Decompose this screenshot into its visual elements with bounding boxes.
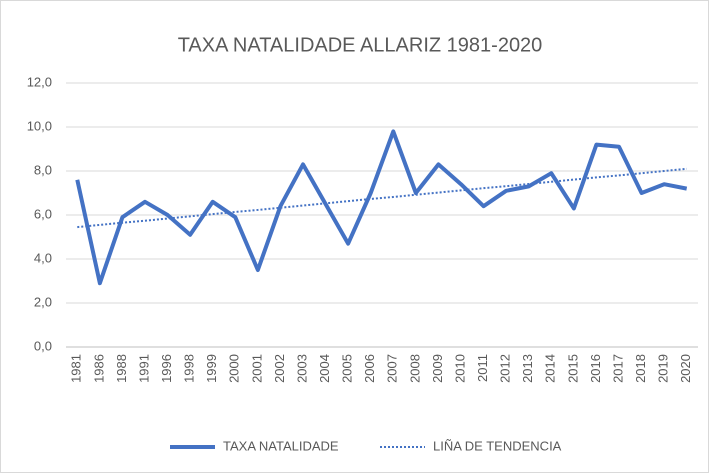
x-tick-label: 2001 — [249, 354, 264, 383]
x-tick-label: 2011 — [475, 354, 490, 382]
chart-title: TAXA NATALIDADE ALLARIZ 1981-2020 — [178, 34, 543, 56]
x-tick-label: 2012 — [498, 354, 513, 383]
x-tick-label: 2002 — [272, 354, 287, 383]
series-line — [75, 129, 688, 286]
x-tick-label: 2016 — [588, 354, 603, 383]
x-tick-label: 1996 — [159, 354, 174, 383]
legend-label: TAXA NATALIDADE — [223, 438, 339, 453]
y-tick-label: 10,0 — [27, 118, 52, 133]
x-tick-label: 2013 — [520, 354, 535, 383]
y-tick-label: 8,0 — [34, 162, 52, 177]
x-tick-label: 2018 — [633, 354, 648, 383]
y-tick-label: 0,0 — [34, 338, 52, 353]
x-tick-label: 1988 — [114, 354, 129, 383]
x-tick-label: 1998 — [182, 354, 197, 383]
x-tick-label: 1991 — [136, 354, 151, 383]
y-tick-label: 6,0 — [34, 206, 52, 221]
y-tick-label: 4,0 — [34, 250, 52, 265]
x-tick-label: 2010 — [452, 354, 467, 383]
x-tick-label: 2007 — [385, 354, 400, 383]
y-tick-label: 2,0 — [34, 294, 52, 309]
x-tick-label: 2005 — [340, 354, 355, 383]
x-tick-label: 1981 — [69, 354, 84, 383]
x-tick-label: 2017 — [610, 354, 625, 383]
x-tick-label: 2003 — [294, 354, 309, 383]
x-tick-label: 2014 — [543, 354, 558, 383]
x-tick-label: 2020 — [678, 354, 693, 383]
x-tick-label: 2009 — [430, 354, 445, 383]
y-tick-label: 12,0 — [27, 74, 52, 89]
x-tick-label: 1986 — [91, 354, 106, 383]
x-tick-label: 2000 — [227, 354, 242, 383]
x-tick-label: 2015 — [565, 354, 580, 383]
x-tick-label: 2019 — [656, 354, 671, 383]
x-tick-label: 1999 — [204, 354, 219, 383]
x-tick-label: 2008 — [407, 354, 422, 383]
x-tick-label: 2004 — [317, 354, 332, 383]
x-tick-label: 2006 — [362, 354, 377, 383]
legend-label: LIÑA DE TENDENCIA — [433, 438, 562, 453]
